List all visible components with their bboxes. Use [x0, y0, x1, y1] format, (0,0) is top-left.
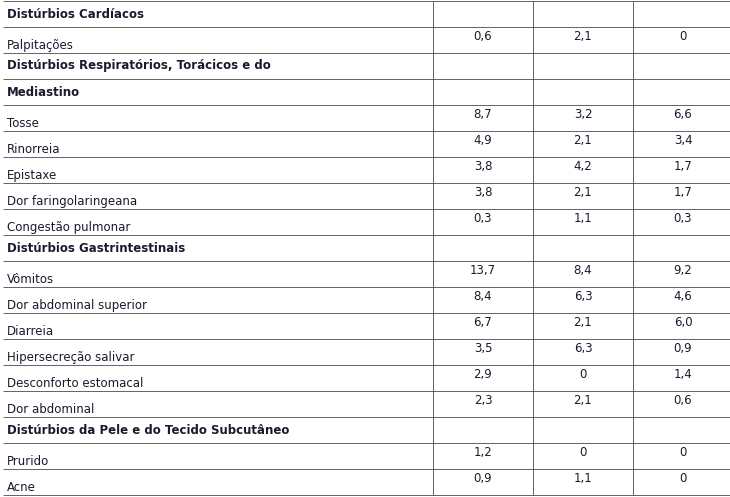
Text: 9,2: 9,2	[674, 263, 692, 277]
Text: 4,6: 4,6	[674, 290, 692, 303]
Text: Tosse: Tosse	[7, 117, 39, 130]
Text: Palpitações: Palpitações	[7, 39, 74, 52]
Text: 8,4: 8,4	[574, 263, 592, 277]
Text: 3,8: 3,8	[474, 160, 492, 172]
Text: Mediastino: Mediastino	[7, 85, 80, 98]
Text: 1,7: 1,7	[674, 160, 692, 172]
Text: 1,2: 1,2	[474, 446, 492, 459]
Text: Desconforto estomacal: Desconforto estomacal	[7, 377, 143, 390]
Text: Dor abdominal: Dor abdominal	[7, 403, 94, 416]
Text: 0: 0	[680, 446, 687, 459]
Text: Congestão pulmonar: Congestão pulmonar	[7, 221, 131, 234]
Text: Distúrbios Gastrintestinais: Distúrbios Gastrintestinais	[7, 242, 185, 254]
Text: Hipersecreção salivar: Hipersecreção salivar	[7, 351, 134, 364]
Text: Acne: Acne	[7, 481, 36, 494]
Text: 1,1: 1,1	[574, 472, 592, 485]
Text: 2,1: 2,1	[574, 134, 592, 147]
Text: 3,5: 3,5	[474, 341, 492, 354]
Text: 6,6: 6,6	[674, 107, 692, 121]
Text: 4,2: 4,2	[574, 160, 592, 172]
Text: 2,1: 2,1	[574, 30, 592, 43]
Text: Distúrbios Respiratórios, Torácicos e do: Distúrbios Respiratórios, Torácicos e do	[7, 60, 271, 73]
Text: 3,2: 3,2	[574, 107, 592, 121]
Text: 4,9: 4,9	[474, 134, 492, 147]
Text: 1,4: 1,4	[674, 368, 692, 381]
Text: 0,6: 0,6	[474, 30, 492, 43]
Text: 2,1: 2,1	[574, 394, 592, 407]
Text: 2,1: 2,1	[574, 316, 592, 329]
Text: Epistaxe: Epistaxe	[7, 169, 57, 182]
Text: Vômitos: Vômitos	[7, 273, 54, 286]
Text: 0: 0	[580, 446, 587, 459]
Text: 6,3: 6,3	[574, 341, 592, 354]
Text: 0: 0	[680, 30, 687, 43]
Text: Diarreia: Diarreia	[7, 325, 54, 338]
Text: 0: 0	[680, 472, 687, 485]
Text: 6,0: 6,0	[674, 316, 692, 329]
Text: Rinorreia: Rinorreia	[7, 143, 61, 156]
Text: 0,3: 0,3	[674, 212, 692, 225]
Text: 13,7: 13,7	[470, 263, 496, 277]
Text: 3,8: 3,8	[474, 185, 492, 199]
Text: 2,9: 2,9	[474, 368, 492, 381]
Text: 0,6: 0,6	[674, 394, 692, 407]
Text: 8,4: 8,4	[474, 290, 492, 303]
Text: 2,3: 2,3	[474, 394, 492, 407]
Text: 1,7: 1,7	[674, 185, 692, 199]
Text: 6,7: 6,7	[474, 316, 492, 329]
Text: Prurido: Prurido	[7, 455, 49, 468]
Text: 0: 0	[580, 368, 587, 381]
Text: Distúrbios Cardíacos: Distúrbios Cardíacos	[7, 7, 144, 20]
Text: Dor abdominal superior: Dor abdominal superior	[7, 299, 147, 312]
Text: 3,4: 3,4	[674, 134, 692, 147]
Text: Distúrbios da Pele e do Tecido Subcutâneo: Distúrbios da Pele e do Tecido Subcutâne…	[7, 423, 289, 436]
Text: 0,9: 0,9	[474, 472, 492, 485]
Text: 2,1: 2,1	[574, 185, 592, 199]
Text: Dor faringolaringeana: Dor faringolaringeana	[7, 195, 137, 208]
Text: 1,1: 1,1	[574, 212, 592, 225]
Text: 8,7: 8,7	[474, 107, 492, 121]
Text: 0,9: 0,9	[674, 341, 692, 354]
Text: 6,3: 6,3	[574, 290, 592, 303]
Text: 0,3: 0,3	[474, 212, 492, 225]
